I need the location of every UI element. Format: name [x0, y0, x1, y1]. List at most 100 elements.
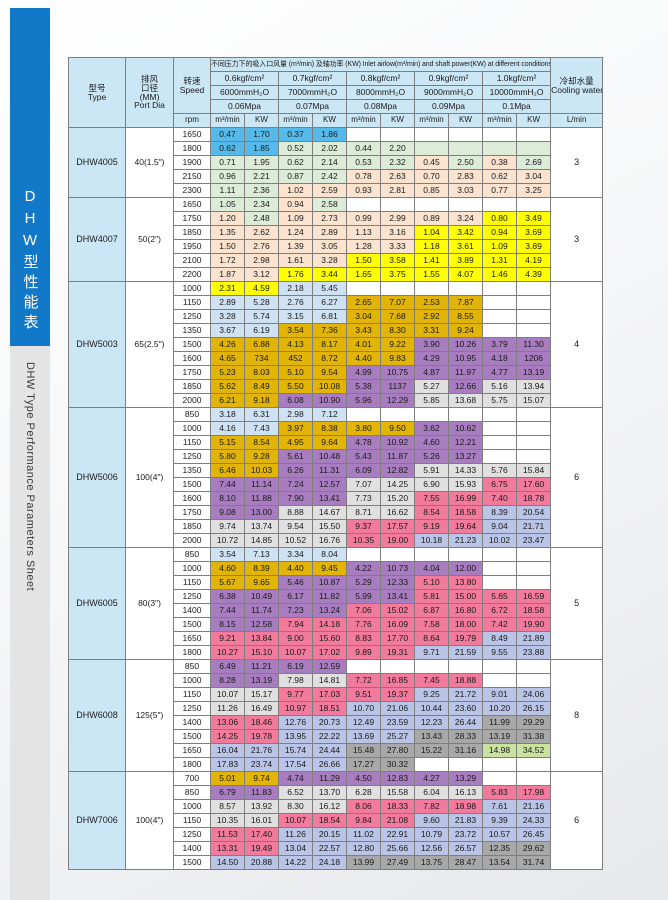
- value-cell: 0.45: [414, 155, 449, 170]
- value-cell: 8.88: [278, 505, 313, 520]
- value-cell: 3.28: [210, 309, 245, 324]
- value-cell: 6.09: [346, 463, 381, 478]
- value-cell: 15.74: [278, 743, 313, 758]
- value-cell: 5.67: [210, 575, 245, 590]
- value-cell: [515, 407, 552, 422]
- value-cell: [482, 435, 517, 450]
- value-cell: 17.03: [312, 687, 347, 702]
- value-cell: 10.27: [210, 645, 245, 660]
- header-pressure-mpa-0: 0.06Mpa: [210, 99, 279, 114]
- speed-cell: 1650: [173, 743, 211, 758]
- value-cell: 20.73: [312, 715, 347, 730]
- value-cell: 4.39: [515, 267, 552, 282]
- value-cell: 14.50: [210, 855, 245, 870]
- value-cell: 7.87: [448, 295, 483, 310]
- value-cell: 4.50: [346, 771, 381, 786]
- header-pressure-mmh2o-0: 6000mmH₂O: [210, 85, 279, 100]
- value-cell: 0.62: [482, 169, 517, 184]
- model-cell: DHW4007: [68, 197, 126, 282]
- value-cell: 10.26: [448, 337, 483, 352]
- value-cell: 9.77: [278, 687, 313, 702]
- model-cell: DHW6008: [68, 659, 126, 772]
- value-cell: 10.07: [278, 645, 313, 660]
- value-cell: 5.74: [244, 309, 279, 324]
- value-cell: 9.74: [244, 771, 279, 786]
- value-cell: 16.12: [312, 799, 347, 814]
- table-row: 1800 17.83 23.74 17.54 26.66 17.27 30.32: [69, 757, 603, 772]
- value-cell: [482, 547, 517, 562]
- value-cell: 9.84: [346, 813, 381, 828]
- value-cell: 2.14: [312, 155, 347, 170]
- value-cell: 7.43: [244, 421, 279, 436]
- value-cell: 1.70: [244, 127, 279, 142]
- value-cell: 7.61: [482, 799, 517, 814]
- value-cell: 10.90: [312, 393, 347, 408]
- value-cell: 12.82: [380, 463, 415, 478]
- value-cell: 13.95: [278, 729, 313, 744]
- speed-cell: 1900: [173, 155, 211, 170]
- table-row: 1850 1.35 2.62 1.24 2.89 1.13 3.16 1.04 3.42 0.94…: [69, 225, 603, 240]
- cooling-water-cell: 3: [550, 197, 604, 282]
- value-cell: 7.06: [346, 603, 381, 618]
- value-cell: 8.15: [210, 617, 245, 632]
- value-cell: 9.51: [346, 687, 381, 702]
- value-cell: 8.54: [244, 435, 279, 450]
- value-cell: 5.10: [278, 365, 313, 380]
- value-cell: 11.30: [515, 337, 552, 352]
- value-cell: 9.71: [414, 645, 449, 660]
- value-cell: 29.29: [515, 715, 552, 730]
- value-cell: 1.61: [278, 253, 313, 268]
- value-cell: 5.75: [482, 393, 517, 408]
- value-cell: 2.69: [515, 155, 552, 170]
- value-cell: 3.33: [380, 239, 415, 254]
- value-cell: 6.75: [482, 477, 517, 492]
- value-cell: 18.58: [515, 603, 552, 618]
- sidebar-blue-band: DHW型性能表: [10, 8, 50, 346]
- value-cell: [515, 421, 552, 436]
- header-type: 型号 Type: [68, 57, 126, 128]
- value-cell: 2.65: [346, 295, 381, 310]
- value-cell: 8.57: [210, 799, 245, 814]
- value-cell: 3.31: [414, 323, 449, 338]
- header-pressure-mmh2o-3: 9000mmH₂O: [414, 85, 483, 100]
- speed-cell: 1800: [173, 645, 211, 660]
- speed-cell: 1250: [173, 449, 211, 464]
- value-cell: 7.07: [346, 477, 381, 492]
- value-cell: 9.60: [414, 813, 449, 828]
- table-row: 2100 1.72 2.98 1.61 3.28 1.50 3.58 1.41 3.89 1.31…: [69, 253, 603, 268]
- value-cell: 15.22: [414, 743, 449, 758]
- header-pressure-kgf-3: 0.9kgf/cm²: [414, 71, 483, 86]
- value-cell: 13.41: [312, 491, 347, 506]
- value-cell: 3.79: [482, 337, 517, 352]
- header-power-2: KW: [380, 113, 415, 128]
- value-cell: 4.78: [346, 435, 381, 450]
- table-row: 1250 11.26 16.49 10.97 18.51 10.70 21.06 10.44 2…: [69, 701, 603, 716]
- value-cell: [515, 295, 552, 310]
- header-flow-2: m³/min: [346, 113, 381, 128]
- value-cell: 6.88: [244, 337, 279, 352]
- port-dia-cell: 125(5"): [125, 659, 174, 772]
- table-row: 2150 0.96 2.21 0.87 2.42 0.78 2.63 0.70 2.83 0.62…: [69, 169, 603, 184]
- value-cell: 31.74: [515, 855, 552, 870]
- value-cell: 15.58: [380, 785, 415, 800]
- value-cell: [346, 547, 381, 562]
- value-cell: 9.00: [278, 631, 313, 646]
- value-cell: 2.92: [414, 309, 449, 324]
- value-cell: 10.52: [278, 533, 313, 548]
- value-cell: 5.26: [414, 449, 449, 464]
- port-dia-cell: 50(2"): [125, 197, 174, 282]
- speed-cell: 2150: [173, 169, 211, 184]
- value-cell: 7.72: [346, 673, 381, 688]
- header-pressure-mmh2o-4: 10000mmH₂O: [481, 85, 552, 100]
- value-cell: 12.23: [414, 715, 449, 730]
- value-cell: 21.23: [448, 533, 483, 548]
- value-cell: 2.21: [244, 169, 279, 184]
- value-cell: 10.18: [414, 533, 449, 548]
- value-cell: 7.45: [414, 673, 449, 688]
- value-cell: 13.92: [244, 799, 279, 814]
- value-cell: 4.60: [414, 435, 449, 450]
- value-cell: [515, 449, 552, 464]
- value-cell: 4.04: [414, 561, 449, 576]
- value-cell: [515, 659, 552, 674]
- value-cell: 21.71: [515, 519, 552, 534]
